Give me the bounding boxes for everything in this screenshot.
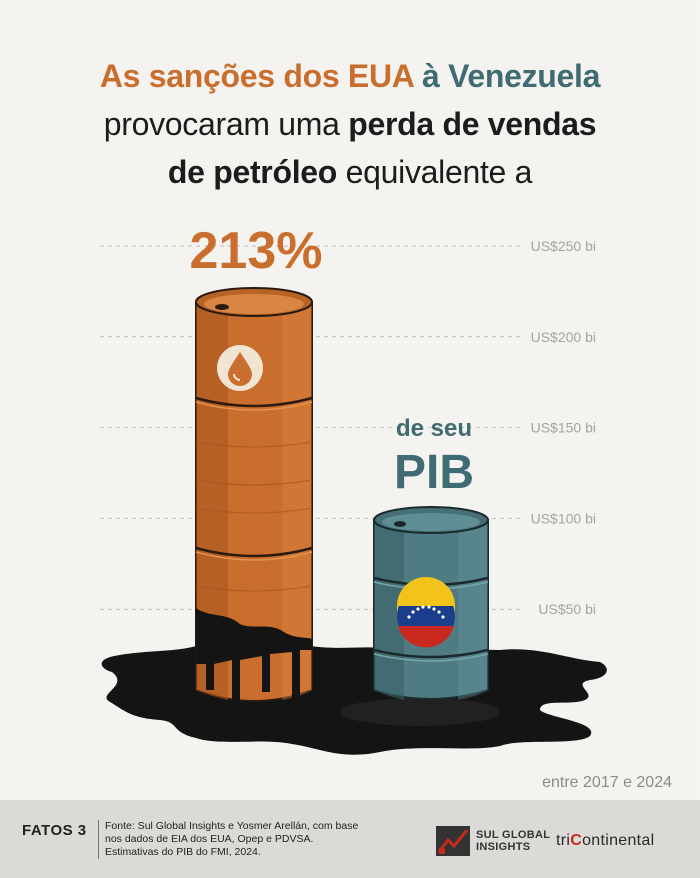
y-tick-label-100: US$100 bi [531, 510, 596, 526]
y-tick-label-150: US$150 bi [531, 420, 596, 436]
source-text: Fonte: Sul Global Insights e Yosmer Arel… [98, 820, 365, 859]
venezuela-flag-icon [397, 577, 455, 648]
headline-perda: perda de vendas [348, 106, 597, 142]
data-label-percent: 213% [190, 222, 323, 280]
oil-puddle [101, 646, 607, 755]
headline-venezuela: à Venezuela [413, 58, 601, 94]
sgi-line-1: SUL GLOBAL [476, 829, 551, 841]
sgi-line-2: INSIGHTS [476, 841, 531, 853]
oil-puddle-sheen [340, 698, 500, 726]
data-label-pib: PIB [394, 446, 474, 499]
tri-part-o: C [570, 832, 583, 849]
headline-line-2: provocaram uma perda de vendas [0, 100, 700, 148]
y-tick-label-50: US$50 bi [538, 601, 596, 617]
headline: As sanções dos EUA à Venezuela provocara… [0, 52, 700, 196]
barrel-chart: US$250 bi US$200 bi US$150 bi US$100 bi US$5… [100, 222, 672, 791]
sgi-logo-icon [436, 826, 470, 856]
teal-barrel [373, 506, 489, 700]
oil-drip [196, 608, 312, 702]
headline-petroleo: de petróleo [167, 154, 338, 190]
footer [0, 800, 700, 878]
headline-line-1: As sanções dos EUA à Venezuela [0, 52, 700, 100]
headline-sanctions: As sanções dos EUA [99, 58, 414, 94]
headline-equivalente: equivalente a [337, 154, 533, 190]
sgi-logo-block: SUL GLOBAL INSIGHTS [436, 826, 550, 856]
headline-provocaram: provocaram uma [103, 106, 349, 142]
period-note: entre 2017 e 2024 [542, 774, 672, 791]
tricontinental-logo: triContinental [556, 832, 654, 850]
chart-gridlines: US$250 bi US$200 bi US$150 bi US$100 bi US$5… [100, 238, 596, 617]
sgi-logo-text: SUL GLOBAL INSIGHTS [476, 829, 550, 853]
data-label-de-seu: de seu [396, 415, 472, 442]
orange-barrel [195, 287, 313, 702]
tri-part-a: tri [556, 832, 571, 849]
headline-line-3: de petróleo equivalente a [0, 148, 700, 196]
y-tick-label-200: US$200 bi [531, 329, 596, 345]
y-tick-label-250: US$250 bi [531, 238, 596, 254]
series-label: FATOS 3 [22, 822, 87, 839]
tri-part-b: ontinental [582, 832, 655, 849]
